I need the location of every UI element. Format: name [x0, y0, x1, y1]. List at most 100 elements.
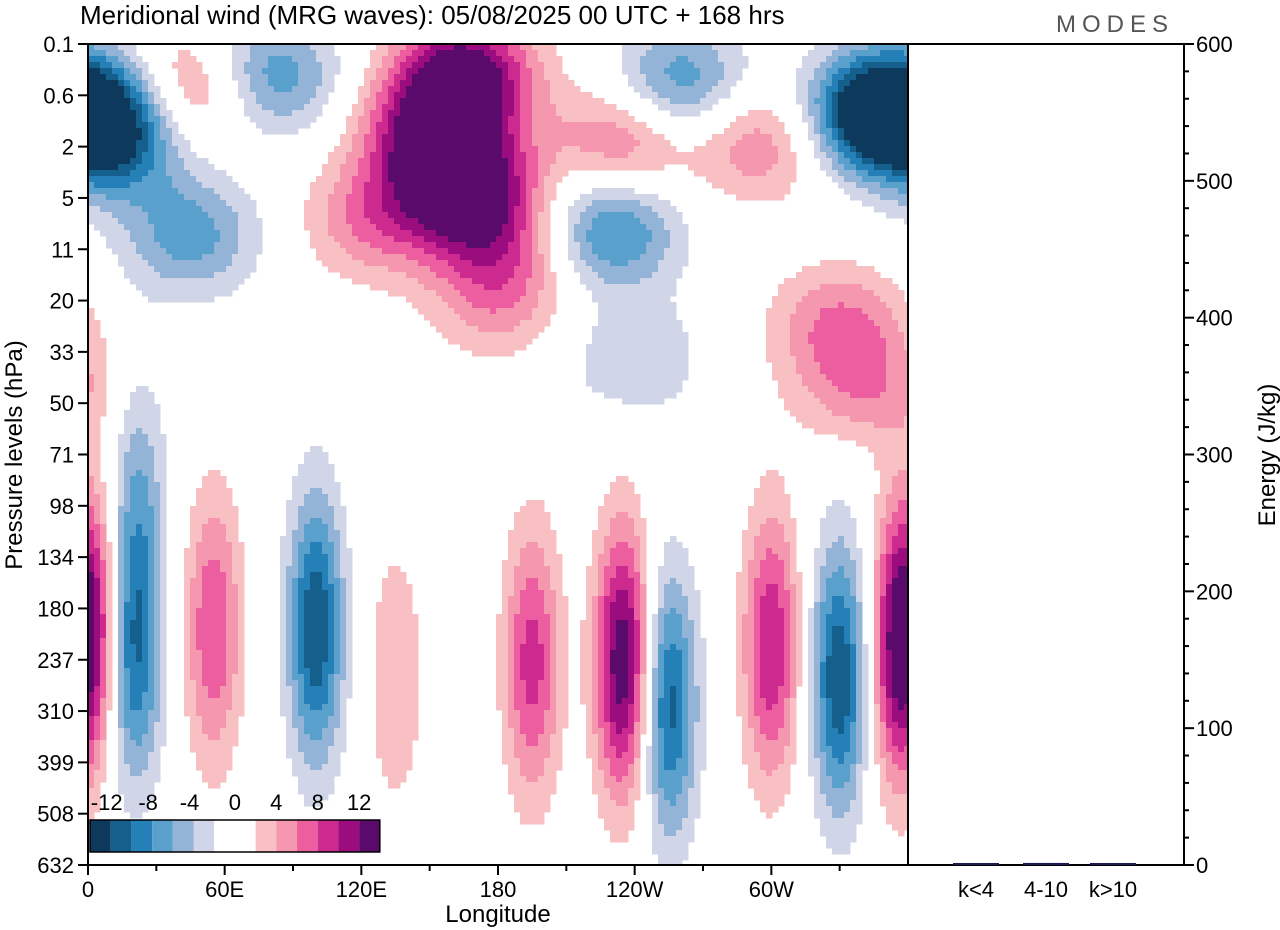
- heatmap-cell: [628, 254, 635, 261]
- heatmap-cell: [346, 218, 353, 225]
- heatmap-cell: [100, 344, 107, 351]
- heatmap-cell: [664, 50, 671, 57]
- heatmap-cell: [838, 350, 845, 357]
- heatmap-cell: [604, 344, 611, 351]
- heatmap-cell: [430, 200, 437, 207]
- heatmap-cell: [406, 284, 413, 291]
- heatmap-cell: [490, 350, 497, 357]
- heatmap-cell: [478, 44, 485, 51]
- heatmap-cell: [796, 302, 803, 309]
- heatmap-cell: [202, 260, 209, 267]
- heatmap-cell: [436, 302, 443, 309]
- heatmap-cell: [94, 188, 101, 195]
- heatmap-cell: [448, 68, 455, 75]
- heatmap-cell: [688, 110, 695, 117]
- heatmap-cell: [892, 140, 899, 147]
- heatmap-cell: [838, 362, 845, 369]
- heatmap-cell: [88, 182, 95, 189]
- heatmap-cell: [898, 146, 905, 153]
- heatmap-cell: [346, 272, 353, 279]
- heatmap-cell: [124, 170, 131, 177]
- heatmap-cell: [544, 152, 551, 159]
- heatmap-cell: [586, 152, 593, 159]
- heatmap-cell: [118, 230, 125, 237]
- heatmap-cell: [586, 146, 593, 153]
- heatmap-cell: [472, 236, 479, 243]
- heatmap-cell: [472, 242, 479, 249]
- heatmap-cell: [622, 50, 629, 57]
- heatmap-cell: [466, 128, 473, 135]
- heatmap-cell: [148, 404, 155, 411]
- heatmap-cell: [808, 80, 815, 87]
- heatmap-cell: [808, 104, 815, 111]
- heatmap-cell: [232, 44, 239, 51]
- heatmap-cell: [838, 80, 845, 87]
- heatmap-cell: [484, 56, 491, 63]
- heatmap-cell: [112, 80, 119, 87]
- heatmap-cell: [94, 80, 101, 87]
- heatmap-cell: [658, 134, 665, 141]
- heatmap-cell: [124, 164, 131, 171]
- heatmap-cell: [880, 200, 887, 207]
- heatmap-cell: [310, 110, 317, 117]
- heatmap-cell: [856, 362, 863, 369]
- heatmap-cell: [154, 404, 161, 411]
- heatmap-cell: [586, 236, 593, 243]
- heatmap-cell: [376, 140, 383, 147]
- heatmap-cell: [754, 182, 761, 189]
- heatmap-cell: [466, 164, 473, 171]
- heatmap-cell: [508, 278, 515, 285]
- heatmap-cell: [598, 194, 605, 201]
- heatmap-cell: [436, 260, 443, 267]
- heatmap-cell: [832, 368, 839, 375]
- heatmap-cell: [676, 68, 683, 75]
- heatmap-cell: [442, 230, 449, 237]
- heatmap-cell: [160, 212, 167, 219]
- heatmap-cell: [664, 368, 671, 375]
- heatmap-cell: [598, 104, 605, 111]
- heatmap-cell: [664, 332, 671, 339]
- heatmap-cell: [838, 128, 845, 135]
- heatmap-cell: [304, 74, 311, 81]
- heatmap-cell: [394, 236, 401, 243]
- heatmap-cell: [196, 92, 203, 99]
- heatmap-cell: [868, 80, 875, 87]
- heatmap-cell: [154, 212, 161, 219]
- heatmap-cell: [412, 182, 419, 189]
- heatmap-cell: [850, 344, 857, 351]
- heatmap-cell: [520, 230, 527, 237]
- heatmap-cell: [208, 290, 215, 297]
- heatmap-cell: [622, 140, 629, 147]
- heatmap-cell: [130, 200, 137, 207]
- heatmap-cell: [580, 152, 587, 159]
- heatmap-cell: [448, 188, 455, 195]
- heatmap-cell: [412, 188, 419, 195]
- heatmap-cell: [844, 86, 851, 93]
- heatmap-cell: [574, 152, 581, 159]
- heatmap-cell: [460, 152, 467, 159]
- heatmap-cell: [604, 374, 611, 381]
- heatmap-cell: [676, 62, 683, 69]
- heatmap-cell: [898, 404, 905, 411]
- heatmap-cell: [676, 152, 683, 159]
- heatmap-cell: [520, 320, 527, 327]
- heatmap-cell: [100, 68, 107, 75]
- heatmap-cell: [484, 152, 491, 159]
- heatmap-cell: [346, 128, 353, 135]
- heatmap-cell: [826, 128, 833, 135]
- heatmap-cell: [832, 110, 839, 117]
- heatmap-cell: [328, 248, 335, 255]
- heatmap-cell: [556, 74, 563, 81]
- heatmap-cell: [694, 104, 701, 111]
- heatmap-cell: [802, 80, 809, 87]
- heatmap-cell: [322, 206, 329, 213]
- heatmap-cell: [904, 362, 908, 369]
- heatmap-cell: [580, 242, 587, 249]
- heatmap-cell: [388, 236, 395, 243]
- heatmap-cell: [346, 116, 353, 123]
- heatmap-cell: [136, 68, 143, 75]
- heatmap-cell: [742, 56, 749, 63]
- heatmap-cell: [502, 290, 509, 297]
- heatmap-cell: [202, 212, 209, 219]
- heatmap-cell: [118, 260, 125, 267]
